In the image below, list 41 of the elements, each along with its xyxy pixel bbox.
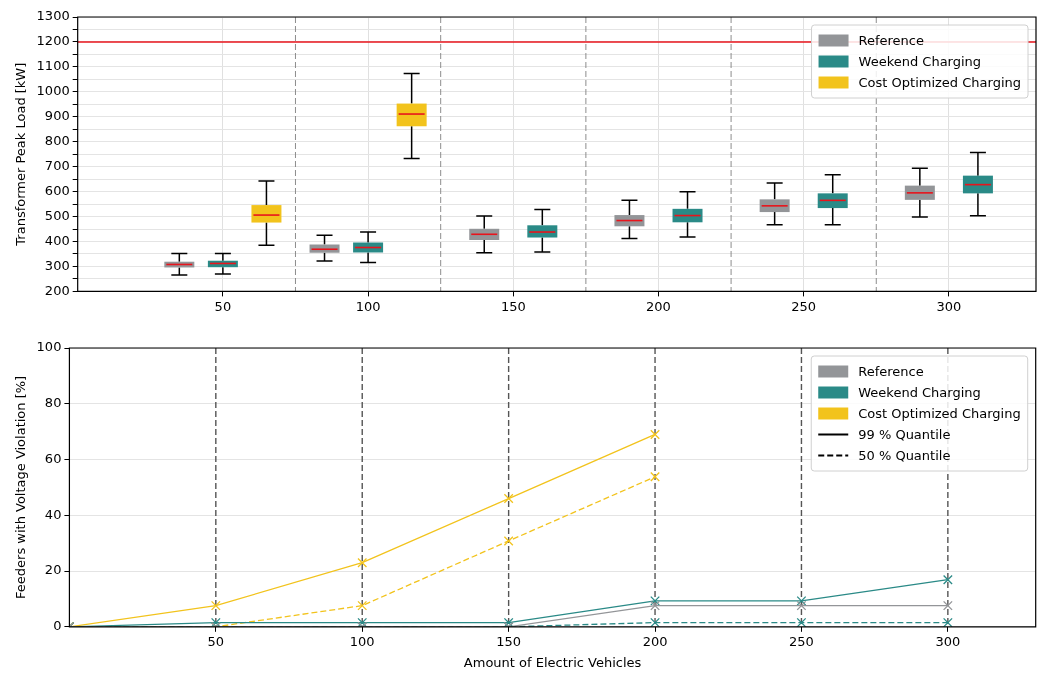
y-tick-label: 20 [44,562,62,578]
legend-label: Reference [858,32,925,48]
legend-label: Weekend Charging [858,53,982,69]
y-tick-label: 900 [44,108,70,124]
y-tick-label: 400 [44,232,70,248]
x-tick-label: 50 [207,633,225,649]
y-tick-label: 60 [44,450,62,466]
x-tick-label: 150 [496,633,522,649]
y-tick-label: 700 [44,158,70,174]
x-tick-label: 200 [646,298,671,314]
y-tick-label: 600 [44,182,70,198]
y-tick-label: 1100 [36,58,70,74]
x-axis-title: Amount of Electric Vehicles [463,654,642,670]
y-tick-label: 100 [36,339,62,355]
x-tick-label: 200 [642,633,668,649]
y-tick-label: 80 [44,395,62,411]
legend-label: Reference [858,363,924,379]
legend-label: Cost Optimized Charging [858,405,1021,421]
legend-label: Weekend Charging [858,384,981,400]
x-tick-label: 100 [355,298,381,314]
y-axis-title: Transformer Peak Load [kW] [13,62,29,247]
y-tick-label: 40 [44,506,62,522]
y-tick-label: 300 [44,257,70,273]
y-tick-label: 500 [44,207,70,223]
x-tick-label: 250 [789,633,814,649]
x-tick-label: 300 [935,633,961,649]
x-tick-label: 50 [214,298,232,314]
legend-label: 50 % Quantile [858,447,951,463]
y-axis-title: Feeders with Voltage Violation [%] [13,375,29,599]
legend-label: 99 % Quantile [858,426,951,442]
y-tick-label: 200 [44,282,70,298]
x-tick-label: 250 [791,298,817,314]
y-tick-label: 800 [44,133,70,149]
legend-label: Cost Optimized Charging [858,74,1022,90]
y-tick-label: 0 [53,618,62,634]
x-tick-label: 150 [500,298,526,314]
x-tick-label: 100 [349,633,375,649]
y-tick-label: 1300 [36,8,70,24]
x-tick-label: 300 [936,298,962,314]
y-tick-label: 1000 [36,83,70,99]
y-tick-label: 1200 [36,33,70,49]
